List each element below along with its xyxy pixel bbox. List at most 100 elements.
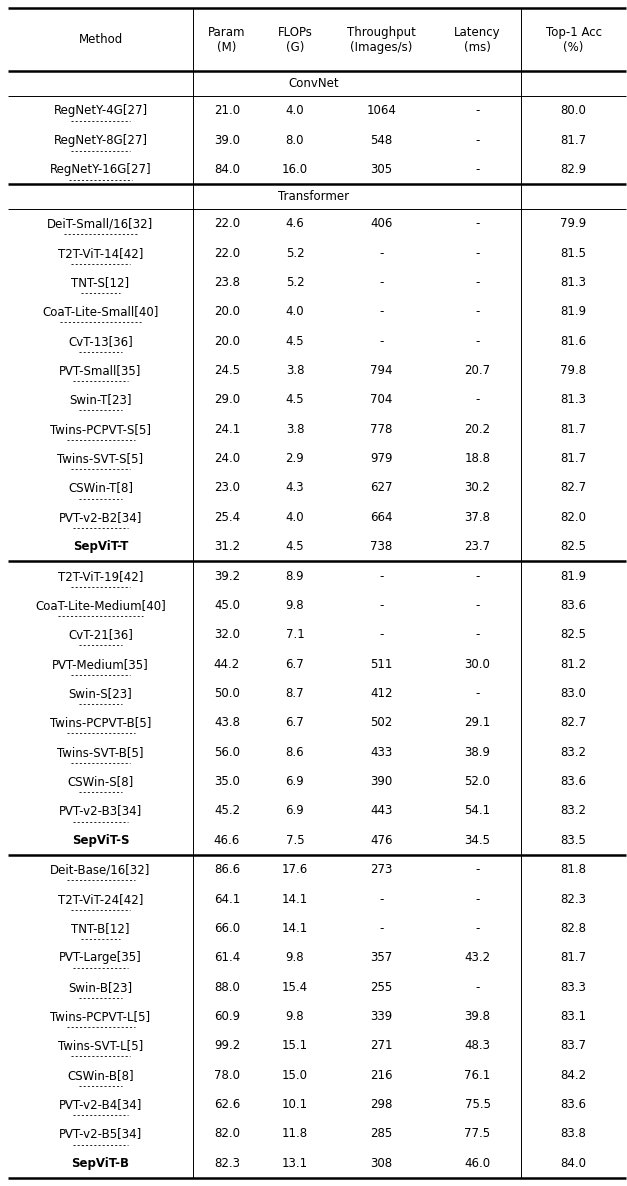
Text: RegNetY-4G[27]: RegNetY-4G[27] [53, 104, 147, 117]
Text: 4.5: 4.5 [286, 334, 304, 347]
Text: 48.3: 48.3 [465, 1039, 490, 1052]
Text: Twins-SVT-L[5]: Twins-SVT-L[5] [58, 1039, 143, 1052]
Text: -: - [379, 569, 384, 582]
Text: 433: 433 [371, 746, 393, 759]
Text: -: - [475, 217, 480, 230]
Text: 24.5: 24.5 [214, 364, 240, 377]
Text: 20.7: 20.7 [465, 364, 490, 377]
Text: -: - [475, 863, 480, 876]
Text: 84.2: 84.2 [561, 1069, 587, 1082]
Text: -: - [379, 305, 384, 318]
Text: Param
(M): Param (M) [208, 26, 246, 53]
Text: 25.4: 25.4 [214, 511, 240, 524]
Text: 298: 298 [371, 1098, 393, 1111]
Text: -: - [379, 247, 384, 260]
Text: 15.0: 15.0 [282, 1069, 308, 1082]
Text: 45.0: 45.0 [214, 599, 240, 612]
Text: 6.9: 6.9 [286, 776, 304, 789]
Text: 3.8: 3.8 [286, 364, 304, 377]
Text: PVT-Large[35]: PVT-Large[35] [59, 951, 142, 964]
Text: -: - [475, 104, 480, 117]
Text: 62.6: 62.6 [214, 1098, 240, 1111]
Text: 4.5: 4.5 [286, 394, 304, 407]
Text: 81.6: 81.6 [561, 334, 587, 347]
Text: 664: 664 [371, 511, 393, 524]
Text: PVT-v2-B5[34]: PVT-v2-B5[34] [59, 1128, 142, 1141]
Text: 357: 357 [371, 951, 393, 964]
Text: 82.8: 82.8 [561, 922, 586, 935]
Text: 4.6: 4.6 [286, 217, 304, 230]
Text: 30.2: 30.2 [465, 482, 490, 495]
Text: 13.1: 13.1 [282, 1156, 308, 1169]
Text: Twins-PCPVT-S[5]: Twins-PCPVT-S[5] [50, 422, 151, 435]
Text: 54.1: 54.1 [465, 804, 490, 817]
Text: 83.5: 83.5 [561, 834, 586, 847]
Text: SepViT-B: SepViT-B [71, 1156, 130, 1169]
Text: T2T-ViT-19[42]: T2T-ViT-19[42] [58, 569, 143, 582]
Text: 77.5: 77.5 [465, 1128, 490, 1141]
Text: 52.0: 52.0 [465, 776, 490, 789]
Text: 23.0: 23.0 [214, 482, 240, 495]
Text: ConvNet: ConvNet [288, 77, 339, 90]
Text: 82.9: 82.9 [561, 162, 587, 176]
Text: 6.9: 6.9 [286, 804, 304, 817]
Text: 16.0: 16.0 [282, 162, 308, 176]
Text: 43.8: 43.8 [214, 716, 240, 729]
Text: 99.2: 99.2 [214, 1039, 240, 1052]
Text: -: - [475, 134, 480, 147]
Text: 81.9: 81.9 [561, 305, 587, 318]
Text: 81.5: 81.5 [561, 247, 586, 260]
Text: 76.1: 76.1 [465, 1069, 490, 1082]
Text: 83.1: 83.1 [561, 1010, 586, 1024]
Text: 4.5: 4.5 [286, 540, 304, 553]
Text: 22.0: 22.0 [214, 247, 240, 260]
Text: -: - [475, 599, 480, 612]
Text: 81.7: 81.7 [561, 422, 587, 435]
Text: 8.0: 8.0 [286, 134, 304, 147]
Text: 794: 794 [371, 364, 393, 377]
Text: 66.0: 66.0 [214, 922, 240, 935]
Text: 24.1: 24.1 [214, 422, 240, 435]
Text: TNT-B[12]: TNT-B[12] [71, 922, 130, 935]
Text: 43.2: 43.2 [465, 951, 490, 964]
Text: 17.6: 17.6 [282, 863, 308, 876]
Text: SepViT-S: SepViT-S [71, 834, 129, 847]
Text: Top-1 Acc
(%): Top-1 Acc (%) [545, 26, 601, 53]
Text: 10.1: 10.1 [282, 1098, 308, 1111]
Text: PVT-v2-B3[34]: PVT-v2-B3[34] [59, 804, 142, 817]
Text: 339: 339 [371, 1010, 393, 1024]
Text: 83.3: 83.3 [561, 981, 586, 994]
Text: 11.8: 11.8 [282, 1128, 308, 1141]
Text: 9.8: 9.8 [286, 1010, 304, 1024]
Text: FLOPs
(G): FLOPs (G) [278, 26, 312, 53]
Text: -: - [379, 893, 384, 906]
Text: -: - [379, 922, 384, 935]
Text: TNT-S[12]: TNT-S[12] [71, 276, 130, 289]
Text: 627: 627 [371, 482, 393, 495]
Text: 83.2: 83.2 [561, 746, 586, 759]
Text: Throughput
(Images/s): Throughput (Images/s) [347, 26, 416, 53]
Text: -: - [475, 305, 480, 318]
Text: 81.7: 81.7 [561, 134, 587, 147]
Text: 81.7: 81.7 [561, 951, 587, 964]
Text: -: - [379, 334, 384, 347]
Text: 82.3: 82.3 [214, 1156, 240, 1169]
Text: CSWin-T[8]: CSWin-T[8] [68, 482, 133, 495]
Text: 82.5: 82.5 [561, 629, 586, 642]
Text: 8.7: 8.7 [286, 687, 304, 700]
Text: 6.7: 6.7 [286, 716, 304, 729]
Text: 21.0: 21.0 [214, 104, 240, 117]
Text: 81.2: 81.2 [561, 658, 587, 670]
Text: 4.0: 4.0 [286, 104, 304, 117]
Text: CoaT-Lite-Medium[40]: CoaT-Lite-Medium[40] [35, 599, 166, 612]
Text: 7.5: 7.5 [286, 834, 304, 847]
Text: 738: 738 [371, 540, 393, 553]
Text: 39.2: 39.2 [214, 569, 240, 582]
Text: 56.0: 56.0 [214, 746, 240, 759]
Text: 2.9: 2.9 [286, 452, 304, 465]
Text: 39.0: 39.0 [214, 134, 240, 147]
Text: 273: 273 [371, 863, 393, 876]
Text: 34.5: 34.5 [465, 834, 490, 847]
Text: -: - [475, 629, 480, 642]
Text: 5.2: 5.2 [286, 247, 304, 260]
